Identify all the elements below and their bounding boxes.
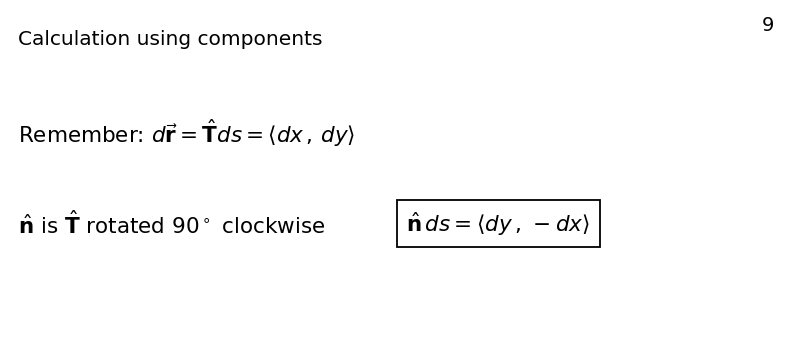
Text: Calculation using components: Calculation using components [18, 30, 322, 49]
Text: Remember: $d\vec{\mathbf{r}} = \hat{\mathbf{T}}ds = \langle dx\,,\, dy\rangle$: Remember: $d\vec{\mathbf{r}} = \hat{\mat… [18, 117, 355, 149]
Text: 9: 9 [762, 16, 774, 35]
Text: $\hat{\mathbf{n}}$ is $\hat{\mathbf{T}}$ rotated 90$^\circ$ clockwise: $\hat{\mathbf{n}}$ is $\hat{\mathbf{T}}$… [18, 210, 326, 238]
Text: $\hat{\mathbf{n}}\, ds = \langle dy\,,\, -dx\rangle$: $\hat{\mathbf{n}}\, ds = \langle dy\,,\,… [406, 210, 590, 238]
